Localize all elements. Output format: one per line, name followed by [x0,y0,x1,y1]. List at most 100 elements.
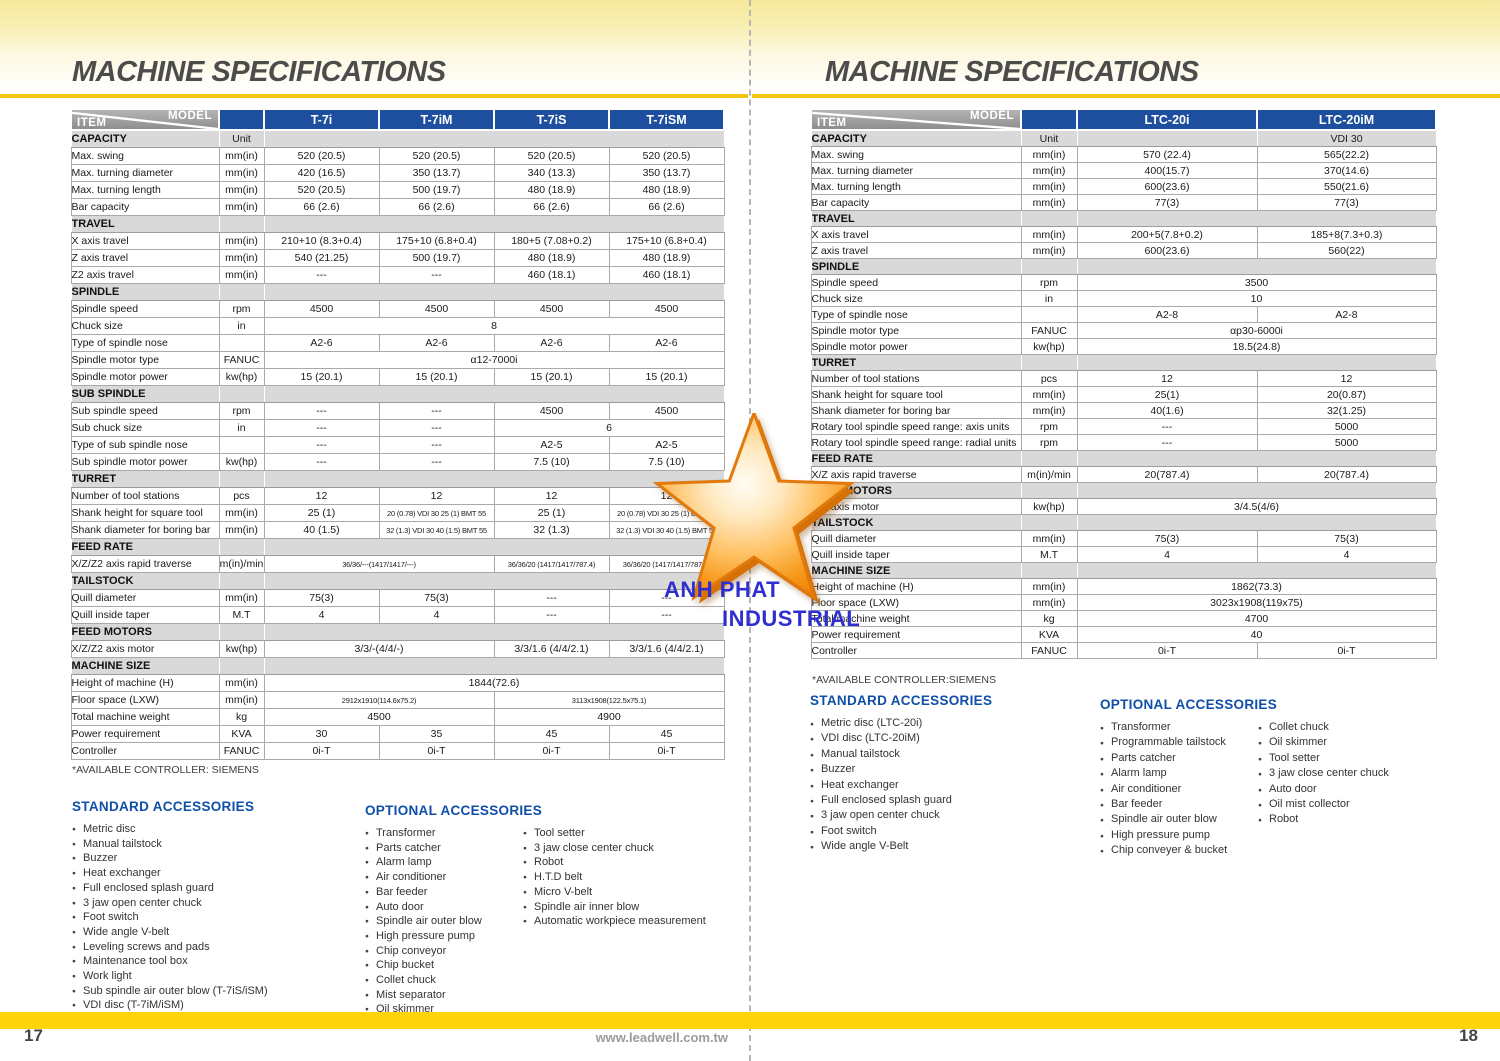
spec-value: 520 (20.5) [263,147,380,165]
spec-value: --- [378,453,495,471]
spec-value: 40(1.6) [1076,402,1258,419]
title-rule-right [752,94,1500,98]
accessory-item: VDI disc (T-7iM/iSM) [72,998,268,1013]
section-blank [1076,482,1437,499]
accessory-item: Wide angle V-Belt [810,839,992,856]
accessory-item: VDI disc (LTC-20iM) [810,731,992,748]
model-header: T-7i [263,108,380,131]
spec-unit: mm(in) [218,266,265,284]
table-row: Max. turning length mm(in) 600(23.6) 550(21… [810,178,1437,195]
spec-value: 40 (1.5) [263,521,380,539]
section-row: CAPACITY Unit VDI 30 [810,129,1437,147]
spec-value: 15 (20.1) [378,368,495,386]
table-row: X/Z axis rapid traverse m(in)/min 20(787.4… [810,466,1437,483]
spec-value: 3113x1908(122.5x75.1) [493,691,725,709]
spec-unit: mm(in) [1020,242,1078,259]
section-row: SPINDLE [70,283,725,301]
corner-item-label: ITEM [817,117,847,129]
accessory-item: Collet chuck [1258,720,1389,737]
spec-unit: mm(in) [218,181,265,199]
spec-value: A2-6 [263,334,380,352]
spec-value: 66 (2.6) [493,198,610,216]
spec-unit: in [1020,290,1078,307]
spec-value: --- [1076,434,1258,451]
spec-unit: rpm [1020,418,1078,435]
section-blank [263,385,725,403]
section-row: MACHINE SIZE [810,562,1437,579]
spec-unit: mm(in) [218,674,265,692]
accessory-item: Parts catcher [1100,751,1258,768]
accessory-item: Alarm lamp [1100,766,1258,783]
spec-unit: kg [1020,610,1078,627]
accessory-item: Full enclosed splash guard [72,881,268,896]
spec-value: 40 [1076,626,1437,643]
section-blank [263,129,725,148]
spec-value: --- [263,453,380,471]
spec-value: 12 [1256,370,1437,387]
spec-value: 45 [608,725,725,743]
accessory-item: Metric disc (LTC-20i) [810,716,992,733]
spec-value: 15 (20.1) [263,368,380,386]
spec-item-label: Height of machine (H) [70,674,220,692]
spec-table: MODEL ITEM T-7i T-7iM T-7iS T-7iSM CAPACITY Uni… [70,108,725,760]
accessory-item: Bar feeder [365,885,520,900]
spec-value: 12 [263,487,380,505]
spec-item-label: Shank height for square tool [70,504,220,522]
model-header: T-7iS [493,108,610,131]
spec-item-label: Type of spindle nose [810,306,1022,323]
section-blank [263,623,725,641]
spec-value: 340 (13.3) [493,164,610,182]
standard-accessories-left: STANDARD ACCESSORIES Metric discManual t… [72,799,268,1014]
spec-value: 480 (18.9) [608,181,725,199]
section-row: TAILSTOCK [810,514,1437,531]
spec-unit: rpm [218,300,265,318]
spec-unit [1020,450,1078,467]
spec-value: 1844(72.6) [263,674,725,692]
spec-item-label: Spindle motor type [70,351,220,369]
optional-accessories-left: OPTIONAL ACCESSORIES TransformerParts ca… [365,803,706,1018]
accessory-item: Automatic workpiece measurement [523,914,706,929]
accessory-item: Tool setter [1258,751,1389,768]
watermark-line1: ANH PHAT [664,577,781,602]
standard-accessories-right-list: Metric disc (LTC-20i)VDI disc (LTC-20iM)… [810,716,992,856]
optional-accessories-right-col2: Collet chuckOil skimmerTool setter3 jaw … [1258,720,1389,859]
page-number-right: 18 [1459,1026,1478,1045]
table-row: Spindle motor type FANUC αp30-6000i [810,322,1437,339]
section-blank [263,572,725,590]
spec-value: 3/4.5(4/6) [1076,498,1437,515]
standard-accessories-right-title: STANDARD ACCESSORIES [810,693,993,708]
page-title-left: MACHINE SPECIFICATIONS [72,56,446,88]
spec-unit: in [218,317,265,335]
accessory-item: Micro V-belt [523,885,706,900]
section-label: SPINDLE [810,258,1022,275]
spec-value: 77(3) [1256,194,1437,211]
spec-item-label: Max. turning diameter [810,162,1022,179]
accessory-item: Oil mist collector [1258,797,1389,814]
spec-value: 10 [1076,290,1437,307]
spec-value: 75(3) [1076,530,1258,547]
spec-value: αp30-6000i [1076,322,1437,339]
title-rule-left [0,94,748,98]
spec-unit: kg [218,708,265,726]
spec-value: 4 [263,606,380,624]
section-blank [1076,210,1437,227]
spec-item-label: Rotary tool spindle speed range: axis un… [810,418,1022,435]
spec-value: 400(15.7) [1076,162,1258,179]
accessory-item: Wide angle V-belt [72,925,268,940]
spec-item-label: Floor space (LXW) [70,691,220,709]
spec-value: 4500 [263,300,380,318]
spec-unit: mm(in) [218,232,265,250]
spec-unit: FANUC [1020,642,1078,659]
spec-value: 4500 [493,300,610,318]
spec-item-label: Quill diameter [70,589,220,607]
spec-item-label: Sub chuck size [70,419,220,437]
table-row: Controller FANUC 0i-T 0i-T [810,642,1437,659]
model-header: T-7iSM [608,108,725,131]
table-row: X axis travel mm(in) 210+10 (8.3+0.4) 175+1… [70,232,725,250]
accessory-item: Foot switch [810,824,992,841]
spec-item-label: Controller [70,742,220,760]
spec-value: 12 [378,487,495,505]
table-row: Bar capacity mm(in) 66 (2.6) 66 (2.6) 66 (2.… [70,198,725,216]
spec-item-label: Sub spindle speed [70,402,220,420]
spec-unit [218,470,265,488]
